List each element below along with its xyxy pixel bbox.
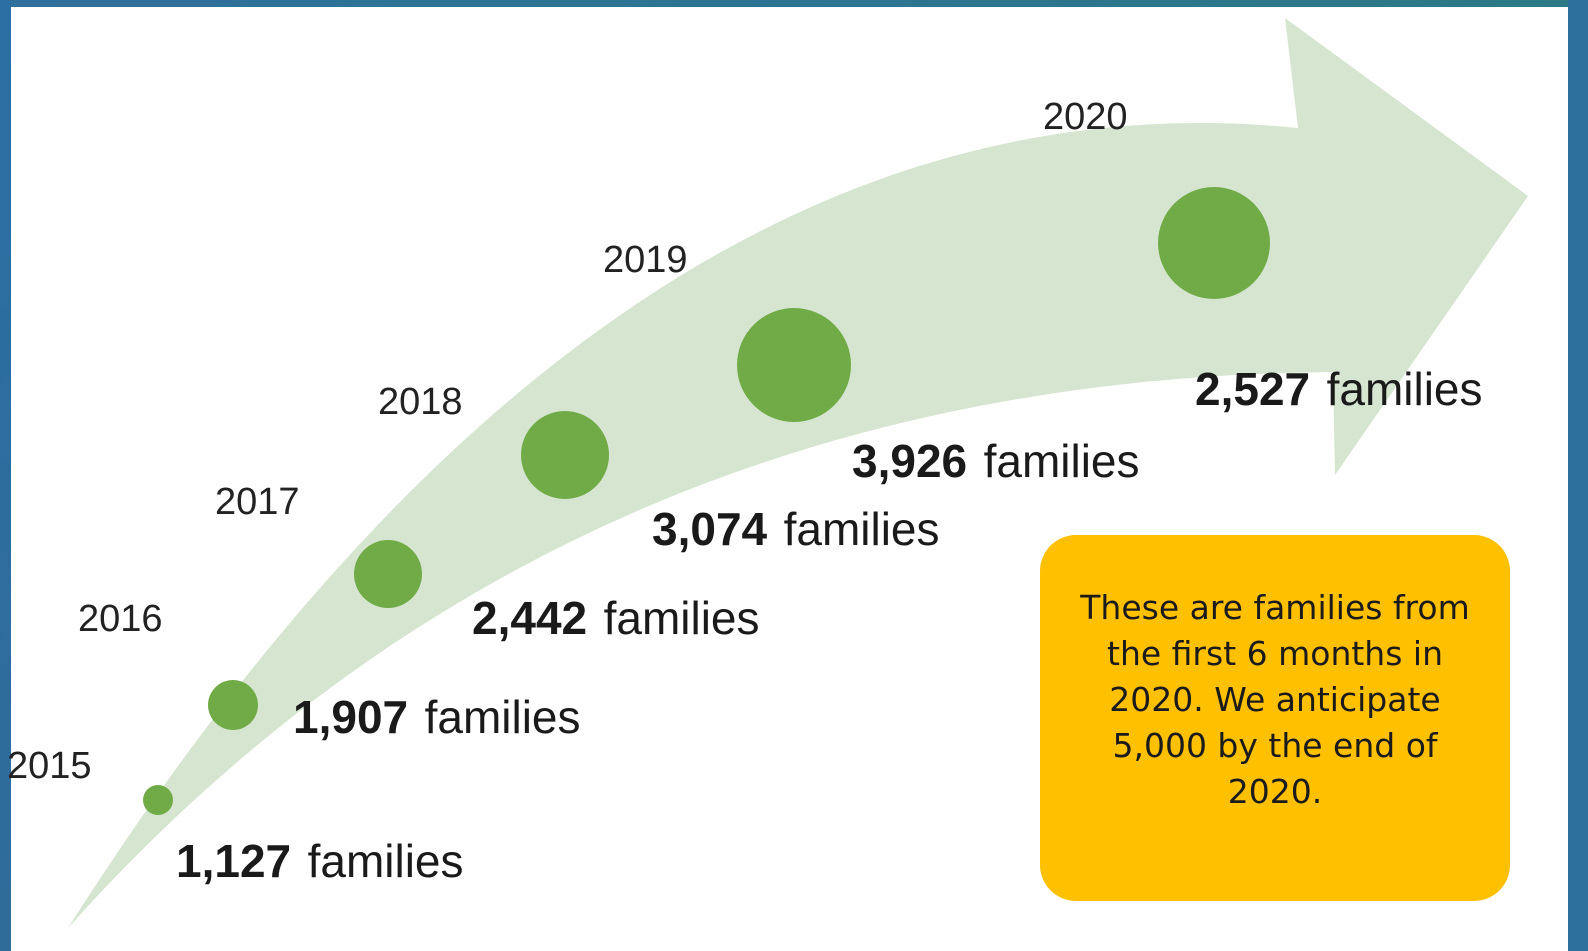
count-label-2016: 1,907 families — [293, 691, 581, 743]
count-label-2020: 2,527 families — [1195, 363, 1483, 415]
count-value-2018: 3,074 — [652, 503, 768, 555]
count-value-2015: 1,127 — [176, 835, 291, 887]
timeline-dot-2015 — [143, 785, 173, 815]
count-unit-2018: families — [784, 503, 940, 555]
timeline-dot-2020 — [1158, 187, 1270, 299]
count-value-2016: 1,907 — [293, 691, 408, 743]
count-value-2019: 3,926 — [852, 435, 967, 487]
count-label-2017: 2,442 families — [472, 592, 760, 644]
timeline-dot-2017 — [354, 540, 422, 608]
timeline-dot-2019 — [737, 308, 851, 422]
year-label-2017: 2017 — [215, 481, 300, 523]
note-callout-box: These are families from the first 6 mont… — [1040, 535, 1510, 901]
timeline-dot-2016 — [208, 680, 258, 730]
count-value-2020: 2,527 — [1195, 363, 1310, 415]
count-unit-2017: families — [604, 592, 760, 644]
year-label-2016: 2016 — [78, 598, 163, 640]
count-unit-2020: families — [1327, 363, 1483, 415]
count-label-2019: 3,926 families — [852, 435, 1140, 487]
count-value-2017: 2,442 — [472, 592, 587, 644]
year-label-2019: 2019 — [603, 239, 688, 281]
slide-frame-left — [0, 0, 11, 951]
year-label-2020: 2020 — [1043, 96, 1128, 138]
year-label-2018: 2018 — [378, 381, 463, 423]
slide-frame-right — [1568, 0, 1588, 951]
note-callout-text: These are families from the first 6 mont… — [1080, 588, 1470, 811]
year-label-2015: 2015 — [7, 745, 92, 787]
count-label-2018: 3,074 families — [652, 503, 940, 555]
count-label-2015: 1,127 families — [176, 835, 464, 887]
slide-frame-top — [0, 0, 1588, 7]
timeline-dot-2018 — [521, 411, 609, 499]
count-unit-2015: families — [308, 835, 464, 887]
count-unit-2016: families — [425, 691, 581, 743]
count-unit-2019: families — [984, 435, 1140, 487]
